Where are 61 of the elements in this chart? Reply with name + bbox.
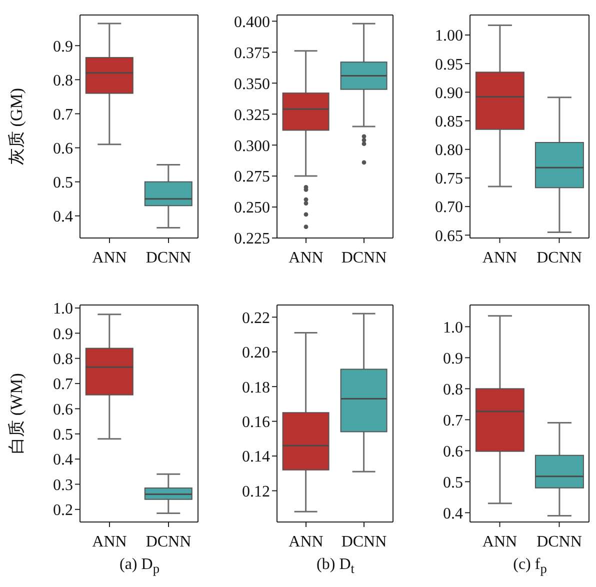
y-tick-label: 0.8 <box>443 381 463 398</box>
x-tick-label: ANN <box>92 533 128 550</box>
y-tick-label: 0.3 <box>53 476 73 494</box>
y-tick-label: 0.75 <box>435 170 463 188</box>
y-tick-label: 0.6 <box>53 140 73 158</box>
y-tick-label: 0.9 <box>53 326 73 343</box>
y-tick-label: 0.225 <box>234 230 270 248</box>
y-tick-label: 0.7 <box>443 412 463 430</box>
y-tick-label: 1.00 <box>435 28 463 45</box>
y-tick-label: 0.80 <box>435 142 463 160</box>
y-axis-title: 白质 (WM) <box>7 373 26 454</box>
x-tick-label: DCNN <box>536 533 582 550</box>
y-tick-label: 0.85 <box>435 113 463 130</box>
x-tick-label: ANN <box>288 533 324 550</box>
y-tick-label: 0.22 <box>242 310 270 327</box>
x-tick-label: ANN <box>288 249 324 266</box>
y-tick-label: 0.325 <box>234 106 270 124</box>
y-tick-label: 0.4 <box>53 208 73 226</box>
y-tick-label: 0.4 <box>53 452 73 469</box>
y-axis-title: 灰质 (GM) <box>7 88 26 165</box>
y-tick-label: 0.90 <box>435 84 463 102</box>
y-tick-label: 1.0 <box>443 319 463 336</box>
x-tick-label: ANN <box>92 249 128 266</box>
y-tick-label: 0.8 <box>53 72 73 90</box>
y-tick-label: 0.65 <box>435 228 463 245</box>
y-tick-label: 0.70 <box>435 199 463 216</box>
x-tick-label: DCNN <box>341 533 388 550</box>
y-tick-label: 0.5 <box>443 474 463 492</box>
y-tick-label: 0.20 <box>242 344 270 362</box>
y-tick-label: 0.350 <box>234 76 270 93</box>
y-tick-label: 0.250 <box>234 200 270 217</box>
x-axis-title: (a) D$_{p}$ <box>118 556 160 578</box>
x-tick-label: DCNN <box>146 249 192 266</box>
x-tick-label: DCNN <box>536 249 582 266</box>
y-tick-label: 0.7 <box>53 376 73 394</box>
y-tick-label: 0.400 <box>234 14 270 31</box>
y-tick-label: 0.18 <box>242 379 270 396</box>
x-tick-label: DCNN <box>341 249 388 266</box>
y-tick-label: 0.275 <box>234 168 270 186</box>
y-tick-label: 0.12 <box>242 483 270 500</box>
y-tick-label: 0.16 <box>242 414 270 431</box>
x-tick-label: ANN <box>482 533 518 550</box>
y-tick-label: 0.14 <box>242 448 270 466</box>
x-axis-title: (b) D$_{t}$ <box>316 556 356 578</box>
y-tick-label: 0.95 <box>435 56 463 74</box>
y-tick-label: 0.4 <box>443 505 463 522</box>
y-tick-label: 0.6 <box>443 443 463 460</box>
y-tick-label: 0.6 <box>53 401 73 418</box>
y-tick-label: 0.7 <box>53 106 73 124</box>
x-tick-label: DCNN <box>146 533 192 550</box>
x-axis-title: (c) f$_{p}$ <box>512 556 548 578</box>
y-tick-label: 0.5 <box>53 174 73 192</box>
y-tick-label: 0.9 <box>53 38 73 56</box>
y-tick-label: 0.375 <box>234 44 270 62</box>
y-tick-label: 1.0 <box>53 300 73 318</box>
y-tick-label: 0.2 <box>53 502 73 520</box>
y-tick-label: 0.5 <box>53 426 73 444</box>
x-tick-label: ANN <box>482 249 518 266</box>
y-tick-label: 0.9 <box>443 350 463 368</box>
y-tick-label: 0.300 <box>234 138 270 155</box>
y-tick-label: 0.8 <box>53 351 73 368</box>
